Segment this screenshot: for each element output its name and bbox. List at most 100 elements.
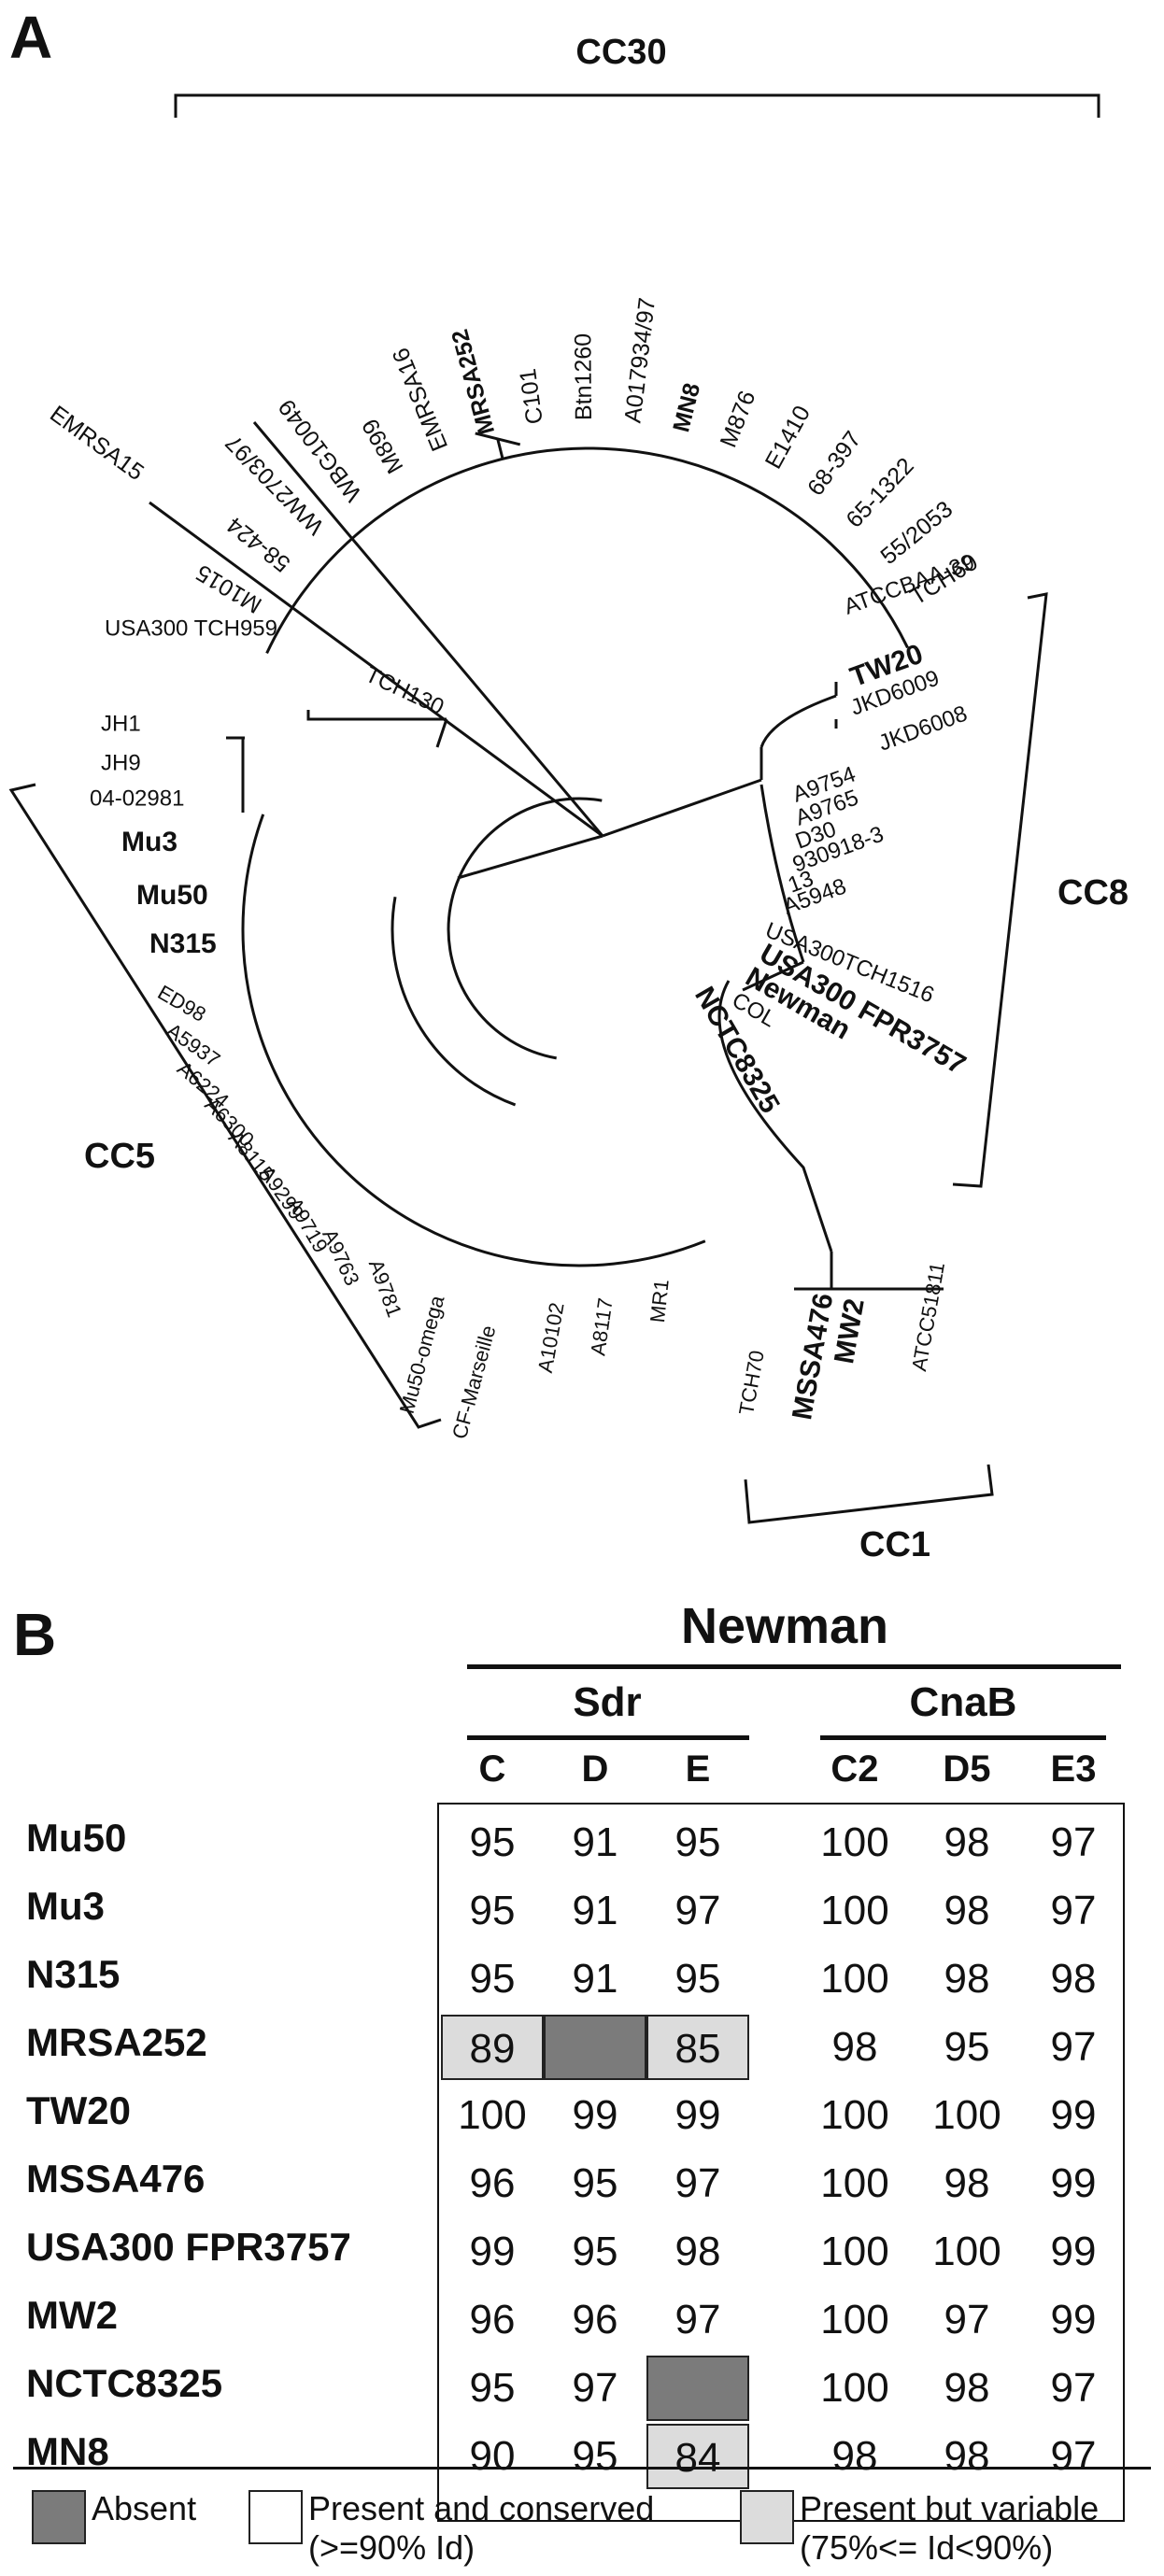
table-cell: 91 <box>572 1819 618 1865</box>
table-cell <box>544 2015 646 2080</box>
table-cell: 98 <box>1050 1956 1097 2002</box>
leaf-label: 68-397 <box>802 427 866 501</box>
table-cell: 95 <box>469 1888 516 1933</box>
table-cell: 96 <box>469 2160 516 2206</box>
table-cell: 97 <box>1050 1888 1097 1933</box>
table-cell: 99 <box>1050 2297 1097 2342</box>
col-header-c: C <box>478 1748 506 1790</box>
legend-swatch-absent <box>32 2490 86 2544</box>
group-header-sdr: Sdr <box>573 1679 642 1725</box>
tch130-stub <box>306 710 447 721</box>
table-cell: 99 <box>572 2092 618 2138</box>
row-label: NCTC8325 <box>26 2361 223 2405</box>
leaf-label-upper: TCH130 <box>362 662 447 720</box>
table-cell: 100 <box>932 2229 1001 2274</box>
leaf-label: 58-424 <box>222 512 296 577</box>
leaf-label: CF-Marseille <box>447 1323 500 1441</box>
table-cell: 99 <box>1050 2229 1097 2274</box>
table-cell: 95 <box>469 2365 516 2411</box>
leaf-label: 65-1322 <box>841 453 918 533</box>
table-cell: 97 <box>1050 2433 1097 2479</box>
leaf-label: Mu50 <box>136 880 208 911</box>
cc5-mid-arc <box>390 897 517 1107</box>
row-label: Mu50 <box>26 1816 127 1860</box>
clade-label-cc1: CC1 <box>859 1525 930 1564</box>
table-cell: 91 <box>572 1888 618 1933</box>
table-cell: 98 <box>944 2160 990 2206</box>
row-label: MN8 <box>26 2429 109 2473</box>
table-cell: 99 <box>674 2092 721 2138</box>
leaf-label: C101 <box>515 367 548 426</box>
cc5-bracket <box>8 783 442 1429</box>
leaf-label: M899 <box>357 414 408 477</box>
strain-header: Newman <box>680 1598 889 1654</box>
leaf-label: A9781 <box>364 1256 406 1320</box>
table-cell: 97 <box>944 2297 990 2342</box>
cc8-lower <box>759 784 805 963</box>
table-cell: 95 <box>469 1819 516 1865</box>
group-header-cnab: CnaB <box>909 1679 1017 1725</box>
leaf-label-upper: JH9 <box>101 750 141 775</box>
table-cell: 97 <box>674 2297 721 2342</box>
table-cell: 97 <box>1050 2365 1097 2411</box>
leaf-label: N315 <box>149 928 217 959</box>
table-cell: 89 <box>441 2015 544 2080</box>
tch-branch <box>435 718 448 748</box>
table-cell: 98 <box>831 2024 878 2070</box>
table-cell: 98 <box>944 1888 990 1933</box>
panel-a-label: A <box>9 4 53 71</box>
mrsa252-stub <box>496 438 504 460</box>
col-header-c2: C2 <box>830 1748 879 1790</box>
leaf-label: Btn1260 <box>570 333 597 420</box>
table-cell: 100 <box>820 1956 889 2002</box>
row-label: USA300 FPR3757 <box>26 2225 351 2269</box>
table-cell: 99 <box>469 2229 516 2274</box>
mrsa252-fork <box>475 432 521 446</box>
cc5-inner-arc <box>447 797 603 1060</box>
table-cell: 97 <box>1050 2024 1097 2070</box>
table-cell: 98 <box>944 1819 990 1865</box>
row-label: N315 <box>26 1952 121 1996</box>
branch-to-cc1 <box>717 980 833 1253</box>
table-cell: 95 <box>572 2229 618 2274</box>
table-cell: 97 <box>674 1888 721 1933</box>
leaf-label: JKD6008 <box>875 701 971 756</box>
branch-to-cc8 <box>602 778 762 838</box>
row-label: Mu3 <box>26 1884 105 1928</box>
leaf-label: ATCC51811 <box>907 1261 949 1373</box>
strain-header-rule <box>467 1664 1121 1669</box>
clade-label-cc30: CC30 <box>575 33 666 72</box>
leaf-label: A8117 <box>586 1296 617 1357</box>
branch-to-cc5 <box>457 834 603 880</box>
leaf-label: Mu3 <box>121 827 177 857</box>
table-cell: 100 <box>820 2160 889 2206</box>
branch-to-emrsa15 <box>149 501 603 838</box>
legend-swatch-conserved <box>248 2490 303 2544</box>
table-cell: 90 <box>469 2433 516 2479</box>
table-cell <box>646 2356 749 2421</box>
leaf-label: MN8 <box>668 380 705 434</box>
table-cell: 99 <box>1050 2160 1097 2206</box>
leaf-label: TCH70 <box>734 1349 769 1417</box>
legend-conserved-label: Present and conserved <box>308 2489 655 2527</box>
cc30-bracket <box>174 93 1100 118</box>
row-label: MW2 <box>26 2293 118 2337</box>
table-cell: 95 <box>572 2433 618 2479</box>
group-rule-cnab <box>820 1735 1106 1740</box>
table-cell: 100 <box>820 2297 889 2342</box>
legend-swatch-variable <box>740 2490 794 2544</box>
table-cell: 99 <box>1050 2092 1097 2138</box>
table-cell: 97 <box>1050 1819 1097 1865</box>
row-label: MSSA476 <box>26 2157 206 2201</box>
cc8-bracket <box>952 592 1048 1188</box>
leaf-label: A017934/97 <box>619 296 660 424</box>
legend-variable-sub: (75%<= Id<90%) <box>800 2528 1054 2567</box>
table-cell: 84 <box>646 2424 749 2489</box>
table-cell: 85 <box>646 2015 749 2080</box>
clade-label-cc5: CC5 <box>84 1137 155 1176</box>
leaf-label-upper: USA300 TCH959 <box>105 616 277 641</box>
table-cell: 100 <box>820 2229 889 2274</box>
table-cell: 95 <box>674 1956 721 2002</box>
table-cell: 100 <box>820 2092 889 2138</box>
newman-stub <box>742 960 804 992</box>
